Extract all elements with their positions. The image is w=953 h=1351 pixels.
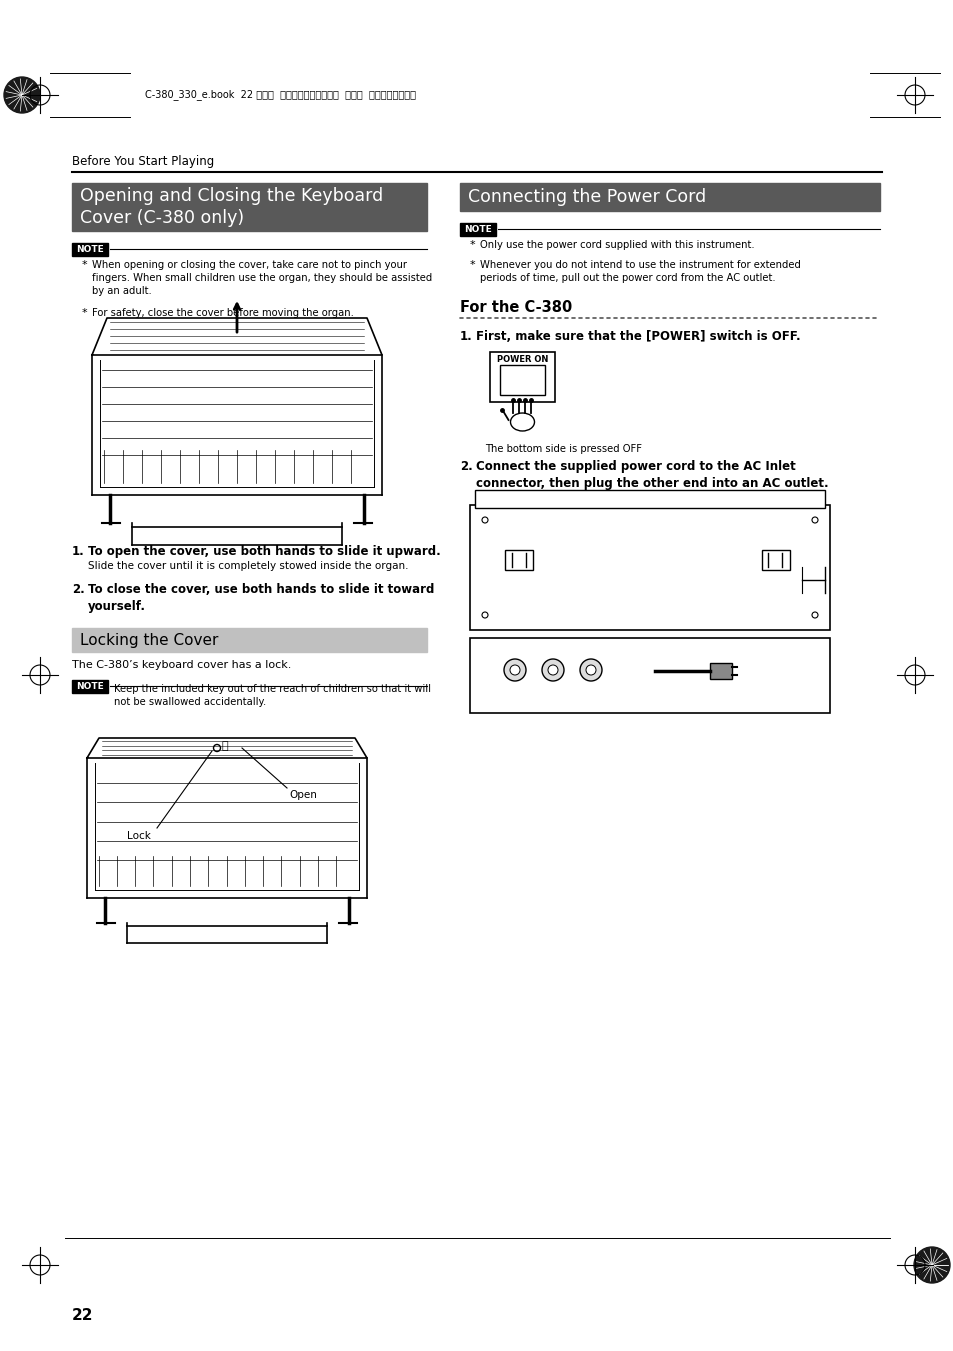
- Bar: [71, 680, 108, 693]
- Text: Lock: Lock: [127, 831, 151, 842]
- Bar: [459, 223, 496, 236]
- Bar: [470, 505, 829, 630]
- Circle shape: [4, 77, 40, 113]
- Text: The C-380’s keyboard cover has a lock.: The C-380’s keyboard cover has a lock.: [71, 661, 291, 670]
- Text: ⓘ: ⓘ: [221, 740, 228, 751]
- Bar: [475, 490, 824, 508]
- Bar: [490, 353, 555, 403]
- Text: 2.: 2.: [459, 459, 473, 473]
- Text: Connecting the Power Cord: Connecting the Power Cord: [468, 188, 705, 205]
- Text: C-380_330_e.book  22 ページ  ２０１０年４月２８日  水曜日  午後１０時１１分: C-380_330_e.book 22 ページ ２０１０年４月２８日 水曜日 午…: [145, 89, 416, 100]
- Bar: [709, 663, 731, 680]
- Circle shape: [585, 665, 596, 676]
- Text: The bottom side is pressed OFF: The bottom side is pressed OFF: [484, 444, 641, 454]
- Text: To close the cover, use both hands to slide it toward
yourself.: To close the cover, use both hands to sl…: [88, 584, 434, 613]
- Text: Before You Start Playing: Before You Start Playing: [71, 155, 214, 168]
- Bar: [71, 182, 427, 231]
- Text: *: *: [82, 308, 88, 317]
- Text: When opening or closing the cover, take care not to pinch your
fingers. When sma: When opening or closing the cover, take …: [91, 259, 432, 296]
- Text: 2.: 2.: [71, 584, 85, 596]
- Text: Whenever you do not intend to use the instrument for extended
periods of time, p: Whenever you do not intend to use the in…: [479, 259, 800, 282]
- Circle shape: [503, 659, 525, 681]
- Text: POWER ON: POWER ON: [497, 354, 548, 363]
- Circle shape: [547, 665, 558, 676]
- Text: *: *: [470, 259, 476, 270]
- Text: 1.: 1.: [71, 544, 85, 558]
- Ellipse shape: [510, 413, 534, 431]
- Bar: [71, 243, 108, 255]
- Bar: [71, 628, 427, 653]
- Text: For safety, close the cover before moving the organ.: For safety, close the cover before movin…: [91, 308, 354, 317]
- Text: Opening and Closing the Keyboard
Cover (C-380 only): Opening and Closing the Keyboard Cover (…: [80, 186, 383, 227]
- Text: Keep the included key out of the reach of children so that it will
not be swallo: Keep the included key out of the reach o…: [113, 684, 431, 707]
- Bar: [504, 550, 533, 570]
- Text: To open the cover, use both hands to slide it upward.: To open the cover, use both hands to sli…: [88, 544, 440, 558]
- Circle shape: [913, 1247, 949, 1283]
- Text: NOTE: NOTE: [76, 245, 104, 254]
- Text: For the C-380: For the C-380: [459, 300, 572, 315]
- Text: Open: Open: [289, 790, 316, 800]
- Text: Connect the supplied power cord to the AC Inlet
connector, then plug the other e: Connect the supplied power cord to the A…: [476, 459, 828, 490]
- Text: *: *: [82, 259, 88, 270]
- Circle shape: [579, 659, 601, 681]
- Text: First, make sure that the [POWER] switch is OFF.: First, make sure that the [POWER] switch…: [476, 330, 800, 343]
- Text: Locking the Cover: Locking the Cover: [80, 632, 218, 647]
- Text: Slide the cover until it is completely stowed inside the organ.: Slide the cover until it is completely s…: [88, 561, 408, 571]
- Bar: [499, 365, 544, 394]
- Text: Only use the power cord supplied with this instrument.: Only use the power cord supplied with th…: [479, 240, 754, 250]
- Bar: [761, 550, 789, 570]
- Text: *: *: [470, 240, 476, 250]
- Circle shape: [541, 659, 563, 681]
- Text: 1.: 1.: [459, 330, 473, 343]
- Circle shape: [510, 665, 519, 676]
- Text: NOTE: NOTE: [464, 226, 492, 234]
- Text: 22: 22: [71, 1308, 93, 1323]
- Bar: [459, 182, 879, 211]
- Text: NOTE: NOTE: [76, 682, 104, 690]
- Bar: [470, 638, 829, 713]
